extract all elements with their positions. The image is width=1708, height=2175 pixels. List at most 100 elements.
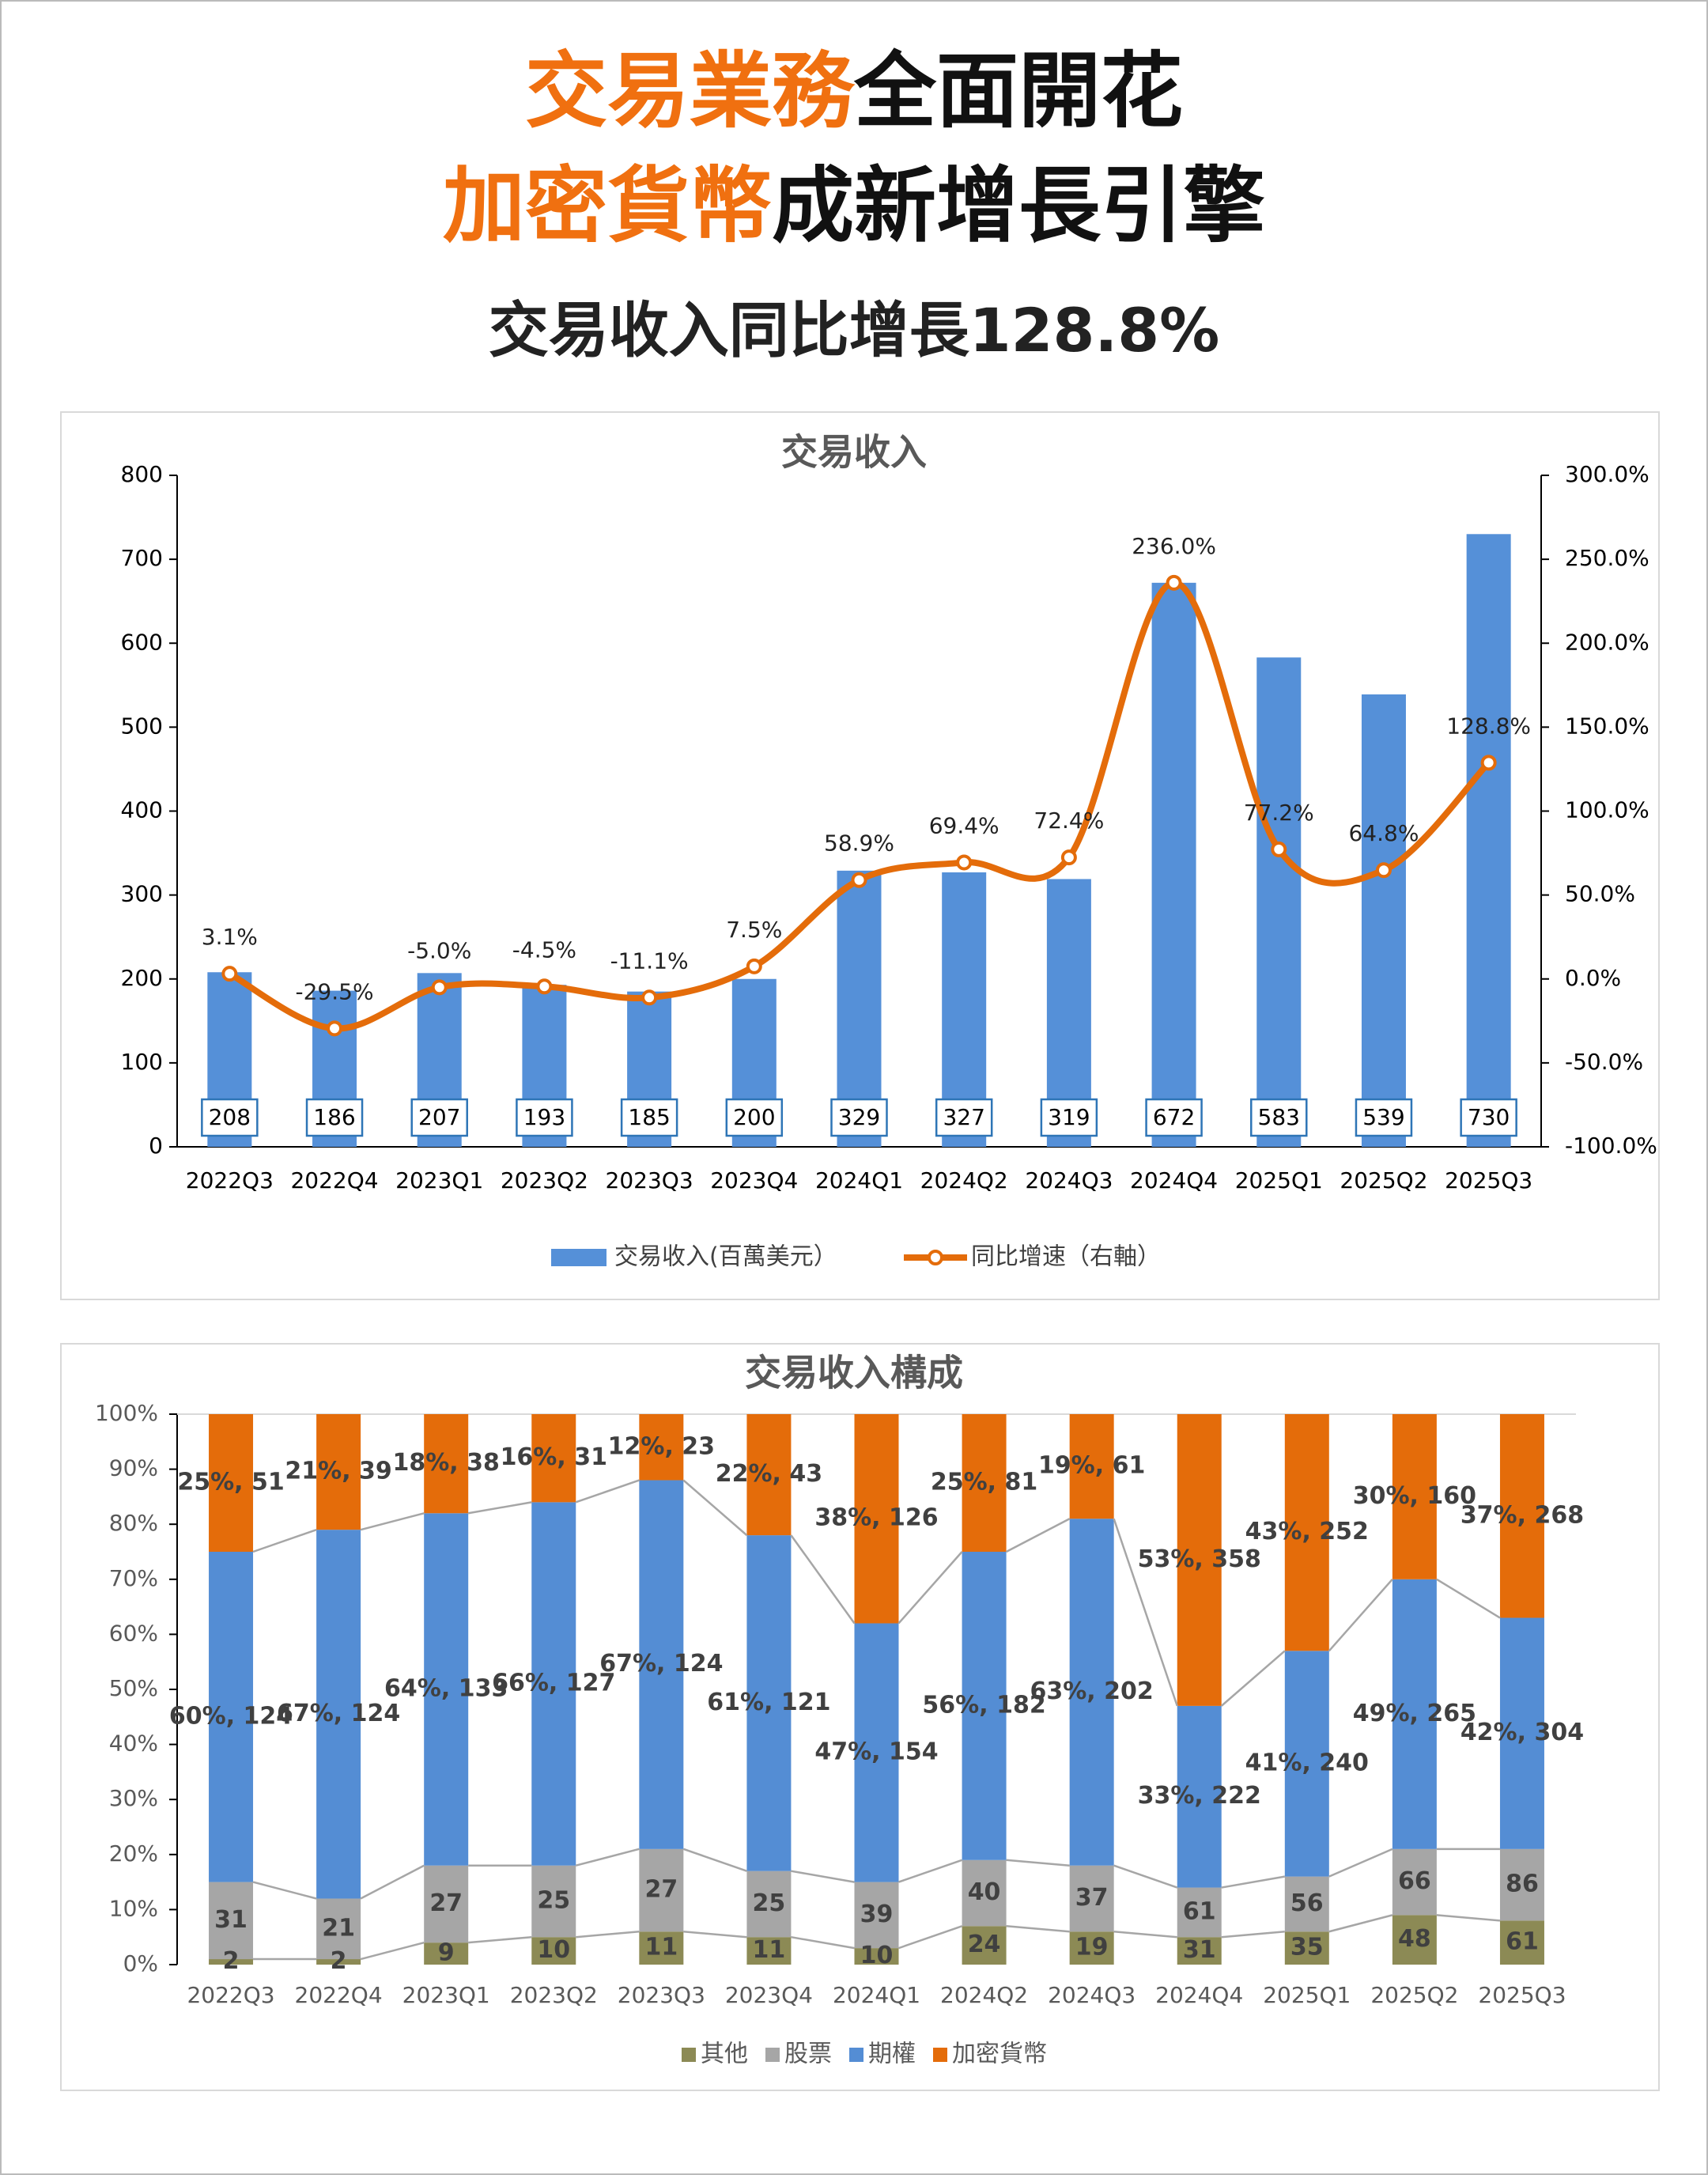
x-tick-label: 2023Q3 [606, 1167, 693, 1193]
chart-title: 交易收入 [781, 431, 927, 474]
segment-label: 66%, 127 [492, 1670, 615, 1697]
legend-swatch [933, 2048, 947, 2062]
bar-segment [746, 1414, 792, 1536]
line-marker [1271, 841, 1287, 857]
segment-label: 61 [1183, 1897, 1216, 1925]
segment-label: 43%, 252 [1245, 1518, 1369, 1545]
bar-segment [1069, 1865, 1114, 1932]
bar-segment [209, 1882, 254, 1960]
y2-tick-label: -100.0% [1565, 1133, 1657, 1159]
line-value-label: 64.8% [1348, 820, 1419, 846]
y-tick-label: 10% [109, 1895, 158, 1921]
segment-label: 35 [1290, 1934, 1324, 1961]
bar-segment [316, 1530, 361, 1899]
y-tick-label: 300 [121, 881, 163, 907]
series-line [791, 1935, 855, 1950]
x-tick-label: 2023Q1 [402, 1982, 490, 2008]
bar-segment [962, 1414, 1007, 1552]
segment-label: 21%, 39 [285, 1458, 391, 1485]
series-line [1328, 1848, 1393, 1878]
y-tick-label: 500 [121, 713, 163, 739]
y-tick-label: 200 [121, 965, 163, 991]
y2-tick-label: 250.0% [1565, 545, 1649, 571]
bar-segment [746, 1535, 792, 1871]
series-line [467, 1501, 532, 1515]
bar [1151, 582, 1196, 1147]
segment-label: 67%, 124 [599, 1650, 723, 1678]
label-box [201, 1098, 259, 1137]
x-tick-label: 2024Q1 [815, 1167, 903, 1193]
series-line [682, 1479, 748, 1537]
segment-label: 47%, 154 [814, 1738, 938, 1766]
segment-label: 63%, 202 [1030, 1678, 1154, 1705]
segment-label: 10 [537, 1936, 570, 1964]
bar-segment [531, 1414, 576, 1503]
bar-segment [209, 1414, 254, 1552]
series-line [1113, 1518, 1178, 1707]
y-tick-label: 0 [149, 1133, 163, 1159]
segment-label: 27 [644, 1876, 678, 1904]
bar-segment [1392, 1848, 1437, 1916]
x-tick-label: 2024Q3 [1048, 1982, 1136, 2008]
x-tick-label: 2024Q3 [1025, 1167, 1113, 1193]
segment-label: 19%, 61 [1038, 1452, 1145, 1480]
y-tick-label: 60% [109, 1620, 158, 1646]
segment-label: 2 [223, 1947, 240, 1975]
y2-tick-label: 100.0% [1565, 797, 1649, 823]
segment-label: 56 [1290, 1889, 1324, 1917]
y2-tick-label: 150.0% [1565, 713, 1649, 739]
y-tick-label: 400 [121, 797, 163, 823]
segment-label: 19 [1075, 1934, 1109, 1961]
x-tick-label: 2025Q2 [1370, 1982, 1458, 2008]
bar-segment [1177, 1887, 1222, 1938]
series-line [1113, 1864, 1178, 1889]
bar-segment [1069, 1414, 1114, 1519]
segment-label: 49%, 265 [1353, 1700, 1476, 1727]
bar [1466, 534, 1511, 1147]
bar-segment [639, 1848, 684, 1932]
bar-segment [531, 1937, 576, 1965]
x-tick-label: 2022Q4 [290, 1167, 378, 1193]
label-box [1040, 1098, 1098, 1137]
line-marker [956, 854, 973, 871]
y-tick-label: 40% [109, 1731, 158, 1757]
line-marker [1480, 755, 1497, 771]
line-value-label: 236.0% [1132, 533, 1216, 559]
label-box [1145, 1098, 1203, 1137]
bar-value-label: 319 [1048, 1104, 1090, 1130]
y-tick-label: 30% [109, 1785, 158, 1811]
segment-label: 37%, 268 [1460, 1501, 1584, 1529]
legend-label: 加密貨幣 [952, 2041, 1047, 2068]
x-tick-label: 2025Q2 [1340, 1167, 1427, 1193]
line-marker [851, 872, 867, 888]
bar-segment [1177, 1937, 1222, 1965]
segment-label: 25 [753, 1889, 786, 1917]
x-tick-label: 2022Q3 [186, 1167, 274, 1193]
bar-segment [962, 1859, 1007, 1927]
y-tick-label: 20% [109, 1840, 158, 1867]
bar-segment [316, 1959, 361, 1965]
bar-segment [424, 1414, 469, 1514]
legend-label: 交易收入(百萬美元） [614, 1243, 837, 1271]
bar-value-label: 583 [1258, 1104, 1300, 1130]
bar-segment [1392, 1915, 1437, 1965]
subtitle: 交易收入同比增長128.8% [489, 295, 1220, 365]
segment-label: 11 [753, 1936, 786, 1964]
segment-label: 86 [1506, 1870, 1539, 1898]
segment-label: 31 [1183, 1936, 1216, 1964]
bar-segment [1284, 1651, 1329, 1877]
x-tick-label: 2023Q4 [725, 1982, 813, 2008]
segment-label: 48 [1398, 1925, 1431, 1953]
series-line [682, 1848, 747, 1872]
x-tick-label: 2023Q3 [618, 1982, 705, 2008]
segment-label: 9 [438, 1939, 455, 1967]
x-tick-label: 2024Q2 [920, 1167, 1008, 1193]
segment-label: 39 [860, 1901, 894, 1928]
series-line [1328, 1914, 1393, 1933]
line-value-label: -11.1% [610, 948, 689, 974]
y-tick-label: 700 [121, 545, 163, 571]
bar-segment [854, 1623, 899, 1882]
bar-segment [962, 1552, 1007, 1860]
x-tick-label: 2024Q4 [1155, 1982, 1243, 2008]
